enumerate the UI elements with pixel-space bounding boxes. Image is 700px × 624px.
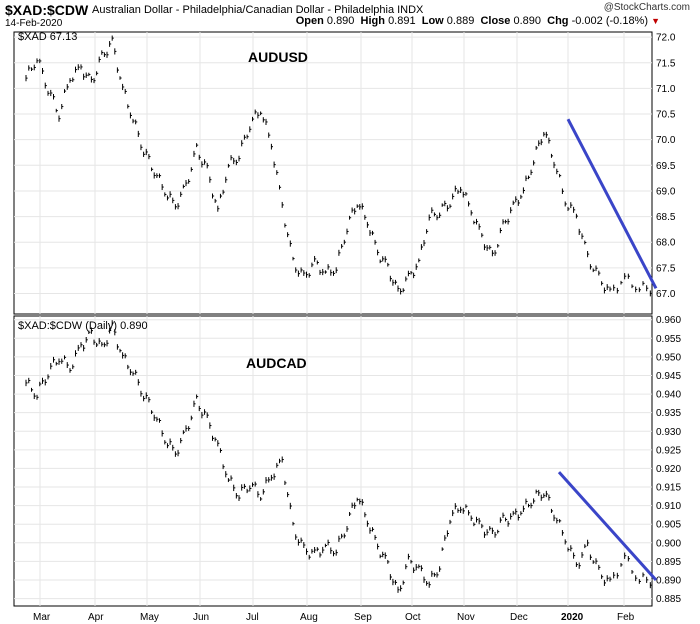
x-month-label: Jul bbox=[246, 612, 259, 623]
y-tick-label: 0.915 bbox=[656, 483, 681, 494]
y-tick-label: 72.0 bbox=[656, 33, 676, 44]
y-tick-label: 70.0 bbox=[656, 135, 676, 146]
y-tick-label: 0.925 bbox=[656, 445, 681, 456]
x-month-label: Feb bbox=[617, 612, 635, 623]
down-arrow-icon: ▼ bbox=[651, 16, 660, 26]
open-label: Open bbox=[295, 15, 324, 27]
y-tick-label: 0.955 bbox=[656, 334, 681, 345]
chg-value: -0.002 (-0.18%) bbox=[571, 15, 649, 27]
y-tick-label: 0.895 bbox=[656, 557, 681, 568]
x-month-label: Aug bbox=[300, 612, 318, 623]
y-tick-label: 0.910 bbox=[656, 501, 681, 512]
y-tick-label: 70.5 bbox=[656, 110, 676, 121]
y-tick-label: 68.0 bbox=[656, 238, 676, 249]
x-month-label: Dec bbox=[510, 612, 528, 623]
panel-annotation: AUDCAD bbox=[246, 355, 307, 371]
chart-date: 14-Feb-2020 bbox=[5, 18, 63, 29]
x-month-label: Mar bbox=[33, 612, 51, 623]
y-tick-label: 0.900 bbox=[656, 538, 681, 549]
panel-annotation: AUDUSD bbox=[248, 49, 308, 65]
ohlc-readout: Open 0.890 High 0.891 Low 0.889 Close 0.… bbox=[296, 15, 660, 27]
chart-header: $XAD:$CDW Australian Dollar - Philadelph… bbox=[0, 0, 700, 32]
x-month-label: Nov bbox=[457, 612, 475, 623]
x-month-label: May bbox=[140, 612, 159, 623]
y-tick-label: 0.935 bbox=[656, 408, 681, 419]
stockcharts-brand: @StockCharts.com bbox=[603, 2, 690, 13]
y-tick-label: 0.960 bbox=[656, 315, 681, 326]
y-tick-label: 69.5 bbox=[656, 161, 676, 172]
y-tick-label: 0.920 bbox=[656, 464, 681, 475]
panel-label: $XAD:$CDW (Daily) 0.890 bbox=[18, 320, 148, 332]
close-value: 0.890 bbox=[513, 15, 541, 27]
x-month-label: Jun bbox=[193, 612, 209, 623]
y-tick-label: 68.5 bbox=[656, 212, 676, 223]
y-tick-label: 69.0 bbox=[656, 186, 676, 197]
y-tick-label: 67.0 bbox=[656, 289, 676, 300]
ticker-symbol: $XAD:$CDW bbox=[5, 2, 89, 18]
y-tick-label: 0.890 bbox=[656, 575, 681, 586]
x-month-label: Apr bbox=[88, 612, 104, 623]
panel-frame bbox=[13, 315, 653, 607]
trendline bbox=[557, 471, 658, 581]
high-value: 0.891 bbox=[388, 15, 416, 27]
chg-label: Chg bbox=[547, 15, 569, 27]
x-month-label: 2020 bbox=[561, 612, 584, 623]
y-tick-label: 0.950 bbox=[656, 352, 681, 363]
low-label: Low bbox=[421, 15, 444, 27]
high-label: High bbox=[360, 15, 385, 27]
ticker-description: Australian Dollar - Philadelphia/Canadia… bbox=[92, 4, 424, 16]
y-tick-label: 71.5 bbox=[656, 58, 676, 69]
trendline bbox=[566, 118, 658, 290]
x-month-label: Oct bbox=[405, 612, 421, 623]
y-tick-label: 67.5 bbox=[656, 263, 676, 274]
y-tick-label: 0.945 bbox=[656, 371, 681, 382]
panel-label: $XAD 67.13 bbox=[18, 31, 77, 43]
y-tick-label: 0.905 bbox=[656, 520, 681, 531]
y-tick-label: 0.885 bbox=[656, 594, 681, 605]
y-tick-label: 0.940 bbox=[656, 390, 681, 401]
x-month-label: Sep bbox=[354, 612, 372, 623]
close-label: Close bbox=[480, 15, 511, 27]
y-tick-label: 71.0 bbox=[656, 84, 676, 95]
open-value: 0.890 bbox=[326, 15, 355, 27]
low-value: 0.889 bbox=[446, 15, 475, 27]
y-tick-label: 0.930 bbox=[656, 427, 681, 438]
